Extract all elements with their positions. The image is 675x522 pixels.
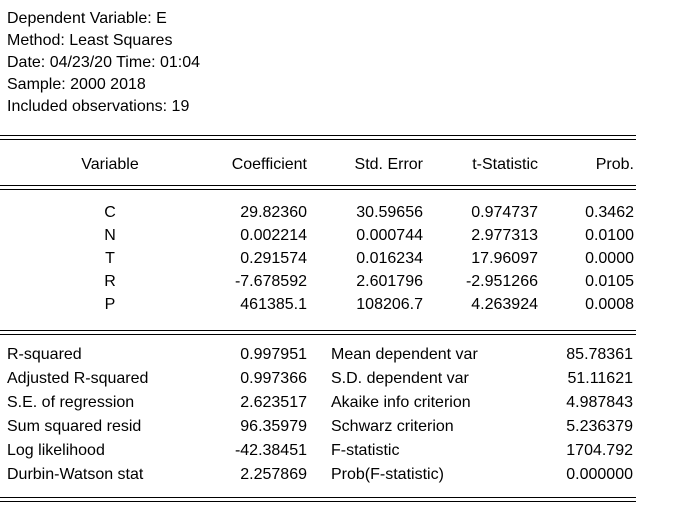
stat-label: Durbin-Watson stat [7,466,144,483]
stat-value: 0.000000 [566,466,633,483]
col-prob: Prob. [595,156,634,173]
stat-label: Sum squared resid [7,418,142,435]
col-variable: Variable [81,156,139,173]
row-coefficient: 29.82360 [240,204,307,221]
row-t-statistic: -2.951266 [465,273,538,290]
row-variable: C [104,204,116,221]
table-top-rule [0,135,636,136]
row-prob: 0.0008 [585,296,634,313]
observations-text: Included observations: 19 [7,98,190,115]
stat-value: -42.38451 [234,442,307,459]
header-bottom-rule-2 [0,189,636,190]
stat-label: S.D. dependent var [331,370,469,387]
row-variable: R [104,273,116,290]
row-prob: 0.0000 [585,250,634,267]
stat-label: Prob(F-statistic) [331,466,444,483]
row-std-error: 0.000744 [356,227,423,244]
header-bottom-rule [0,185,636,186]
row-variable: P [104,296,116,313]
stat-label: Schwarz criterion [331,418,454,435]
stat-value: 96.35979 [240,418,307,435]
row-std-error: 2.601796 [356,273,423,290]
stat-value: 5.236379 [566,418,633,435]
stat-label: Adjusted R-squared [7,370,149,387]
row-std-error: 108206.7 [356,296,423,313]
col-t-statistic: t-Statistic [472,156,538,173]
table-top-rule-2 [0,139,636,140]
row-coefficient: -7.678592 [234,273,307,290]
row-prob: 0.0105 [585,273,634,290]
table-bottom-rule-2 [0,501,636,502]
row-variable: T [105,250,115,267]
row-t-statistic: 4.263924 [471,296,538,313]
stat-label: Mean dependent var [331,346,478,363]
stat-label: Akaike info criterion [331,394,471,411]
col-coefficient: Coefficient [231,156,307,173]
stat-value: 0.997366 [240,370,307,387]
col-std-error: Std. Error [354,156,423,173]
row-t-statistic: 17.96097 [471,250,538,267]
stat-value: 2.623517 [240,394,307,411]
stat-value: 85.78361 [566,346,633,363]
date-time-text: Date: 04/23/20 Time: 01:04 [7,54,201,71]
dependent-variable-text: Dependent Variable: E [7,10,167,27]
sample-text: Sample: 2000 2018 [7,76,146,93]
stat-value: 1704.792 [566,442,633,459]
row-t-statistic: 0.974737 [471,204,538,221]
body-bottom-rule-2 [0,334,636,335]
method-text: Method: Least Squares [7,32,173,49]
stat-label: S.E. of regression [7,394,135,411]
row-prob: 0.3462 [585,204,634,221]
body-bottom-rule [0,330,636,331]
row-coefficient: 0.291574 [240,250,307,267]
stat-value: 4.987843 [566,394,633,411]
row-coefficient: 461385.1 [240,296,307,313]
row-t-statistic: 2.977313 [471,227,538,244]
stat-label: R-squared [7,346,82,363]
stat-value: 0.997951 [240,346,307,363]
stat-value: 51.11621 [567,370,633,387]
stat-value: 2.257869 [240,466,307,483]
row-std-error: 0.016234 [356,250,423,267]
stat-label: Log likelihood [7,442,105,459]
row-std-error: 30.59656 [356,204,423,221]
table-bottom-rule [0,497,636,498]
row-coefficient: 0.002214 [240,227,307,244]
row-prob: 0.0100 [585,227,634,244]
row-variable: N [104,227,116,244]
stat-label: F-statistic [331,442,400,459]
